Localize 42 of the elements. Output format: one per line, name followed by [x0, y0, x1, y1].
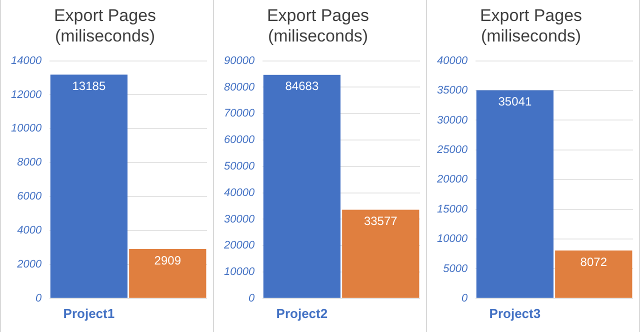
y-tick-label: 6000 [17, 190, 42, 203]
y-tick-label: 8000 [17, 156, 42, 169]
y-tick-label: 12000 [10, 88, 42, 101]
y-tick-label: 35000 [436, 84, 468, 97]
chart-subtitle: (miliseconds) [54, 26, 156, 46]
x-tick-label: Project2 [276, 306, 328, 321]
y-tick-label: 80000 [224, 81, 256, 94]
data-label: 2909 [154, 253, 182, 268]
y-tick-label: 5000 [443, 262, 468, 275]
y-tick-label: 30000 [224, 213, 256, 226]
y-tick-label: 2000 [16, 258, 42, 271]
y-tick-label: 4000 [17, 224, 42, 237]
chart-title: Export Pages [54, 6, 156, 25]
chart-title: Export Pages [266, 6, 370, 25]
y-tick-label: 20000 [222, 240, 256, 252]
y-tick-label: 14000 [10, 54, 42, 67]
y-tick-label: 25000 [436, 144, 468, 156]
y-tick-label: 40000 [436, 54, 468, 67]
data-label: 8072 [580, 254, 608, 269]
y-tick-label: 60000 [224, 134, 256, 146]
x-tick-label: Project3 [489, 306, 541, 321]
y-tick-label: 10000 [436, 233, 468, 246]
y-tick-label: 0 [248, 292, 256, 304]
data-label: 84683 [285, 79, 319, 94]
chart-subtitle: (miliseconds) [268, 26, 368, 46]
y-tick-label: 50000 [224, 160, 256, 172]
y-tick-label: 0 [35, 292, 42, 304]
y-tick-label: 10000 [224, 266, 256, 278]
chart-title: Export Pages [480, 6, 582, 25]
chart-subtitle: (miliseconds) [480, 26, 582, 46]
y-tick-label: 40000 [224, 186, 256, 199]
y-tick-label: 15000 [436, 203, 468, 216]
y-tick-label: 90000 [224, 54, 256, 67]
y-tick-label: 10000 [10, 122, 42, 135]
y-tick-label: 0 [461, 292, 468, 304]
y-tick-label: 70000 [224, 108, 256, 120]
y-tick-label: 30000 [436, 114, 468, 126]
data-label: 35041 [498, 94, 532, 109]
data-label: 13185 [72, 78, 106, 93]
x-tick-label: Project1 [63, 306, 115, 321]
data-label: 33577 [364, 214, 398, 228]
y-tick-label: 20000 [436, 174, 468, 186]
